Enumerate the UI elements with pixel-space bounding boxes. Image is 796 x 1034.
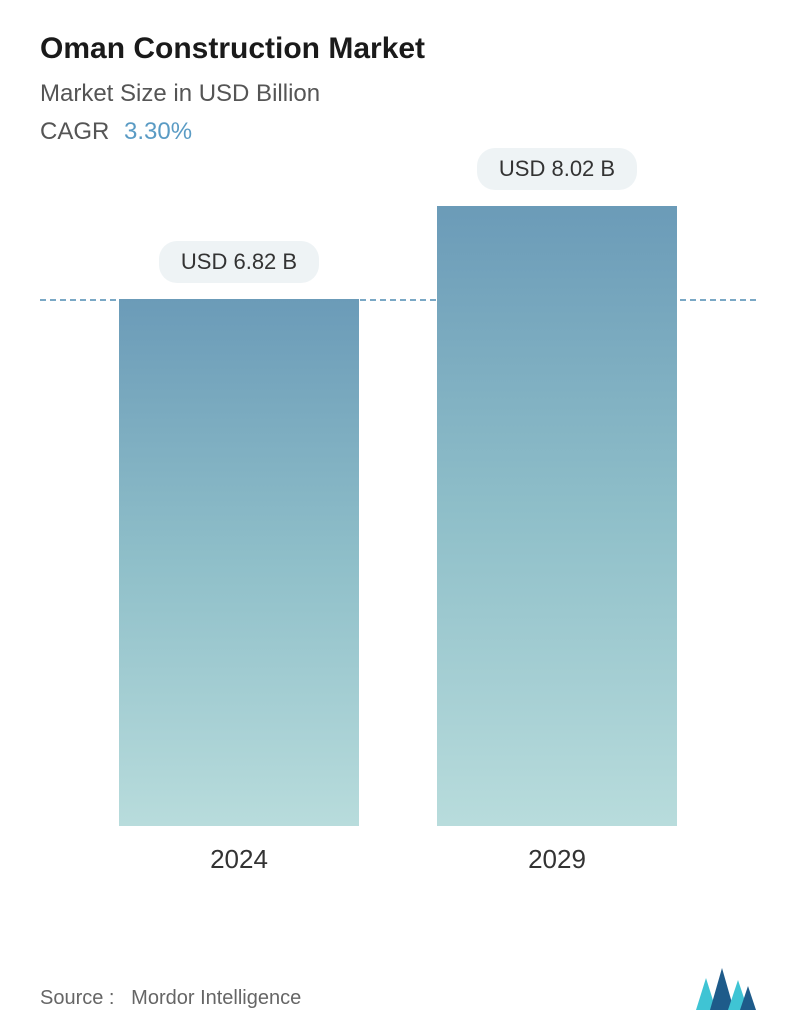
x-axis-label: 2029 bbox=[427, 844, 687, 875]
bar-group: USD 8.02 B bbox=[427, 206, 687, 826]
bar-value-pill: USD 8.02 B bbox=[477, 148, 637, 190]
logo-icon bbox=[696, 968, 756, 1010]
bar bbox=[437, 206, 677, 826]
cagr-value: 3.30% bbox=[124, 118, 192, 145]
footer: Source : Mordor Intelligence bbox=[40, 968, 756, 1010]
chart-area: USD 6.82 BUSD 8.02 B 20242029 bbox=[40, 206, 756, 886]
bar-group: USD 6.82 B bbox=[109, 299, 369, 826]
source-label: Source : bbox=[40, 987, 114, 1009]
chart-title: Oman Construction Market bbox=[40, 32, 756, 66]
cagr-label: CAGR bbox=[40, 118, 109, 145]
source-text: Source : Mordor Intelligence bbox=[40, 987, 301, 1010]
x-axis-labels: 2024 2029 bbox=[40, 844, 756, 875]
x-axis-label: 2024 bbox=[109, 844, 369, 875]
source-name: Mordor Intelligence bbox=[131, 987, 301, 1009]
chart-subtitle: Market Size in USD Billion bbox=[40, 80, 756, 108]
bar-value-pill: USD 6.82 B bbox=[159, 241, 319, 283]
cagr-line: CAGR 3.30% bbox=[40, 118, 756, 146]
bar bbox=[119, 299, 359, 826]
